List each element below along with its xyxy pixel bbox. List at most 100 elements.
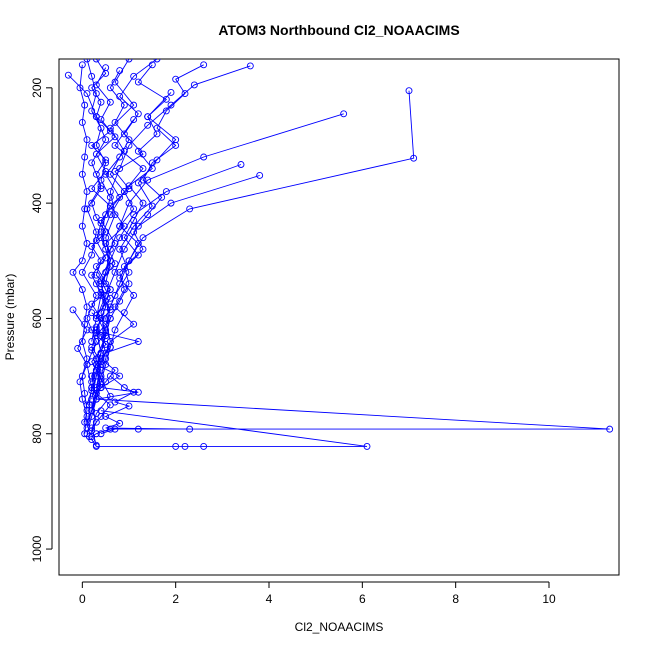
data-point: [111, 133, 119, 141]
data-point: [116, 297, 124, 305]
data-point: [125, 142, 133, 149]
data-point: [111, 78, 119, 86]
data-point: [111, 366, 119, 374]
data-point: [139, 245, 147, 253]
data-point: [92, 323, 100, 331]
data-point: [116, 222, 124, 230]
data-point: [130, 388, 138, 396]
chart-title: ATOM3 Northbound Cl2_NOAACIMS: [218, 22, 459, 38]
data-point: [153, 156, 161, 164]
series-line: [95, 92, 177, 388]
data-point: [97, 124, 105, 132]
data-point: [134, 179, 142, 187]
data-point: [102, 156, 110, 164]
data-point: [116, 153, 124, 161]
data-point: [120, 222, 128, 230]
data-point: [78, 222, 86, 230]
data-point: [134, 251, 142, 259]
x-tick-label: 8: [452, 592, 459, 606]
x-tick-label: 4: [266, 592, 273, 606]
x-axis: 0 2 4 6 8 10: [79, 581, 556, 606]
y-tick-label: 200: [30, 77, 44, 97]
x-tick-label: 10: [542, 592, 556, 606]
data-point: [88, 185, 96, 193]
series-line: [91, 329, 610, 437]
data-point: [172, 75, 180, 83]
series-line: [91, 90, 415, 400]
data-point: [92, 441, 100, 449]
y-tick-label: 600: [30, 308, 44, 328]
data-point: [97, 98, 105, 106]
x-tick-label: 6: [359, 592, 366, 606]
data-point: [92, 418, 100, 426]
data-point: [81, 101, 89, 109]
data-point: [83, 205, 91, 213]
data-point: [102, 254, 110, 262]
series-line: [91, 59, 158, 411]
data-point: [83, 314, 91, 322]
data-point: [102, 136, 110, 144]
data-point: [88, 242, 96, 250]
data-point: [88, 142, 96, 149]
data-point: [64, 71, 72, 79]
data-point: [172, 136, 180, 144]
data-point: [120, 245, 128, 253]
data-point: [186, 425, 194, 433]
data-point: [153, 59, 161, 63]
x-axis-label: Cl2_NOAACIMS: [295, 620, 384, 634]
data-point: [83, 418, 91, 426]
data-point: [172, 442, 180, 450]
data-point: [116, 372, 124, 380]
data-point: [130, 291, 138, 299]
y-axis-label: Pressure (mbar): [3, 274, 17, 361]
data-point: [256, 172, 264, 179]
data-point: [340, 110, 348, 118]
data-point: [97, 116, 105, 123]
data-point: [111, 326, 119, 334]
data-point: [111, 240, 119, 247]
data-point: [130, 101, 138, 109]
series-line: [105, 164, 242, 284]
data-point: [92, 170, 100, 178]
data-point: [125, 185, 133, 193]
profile-series: [97, 372, 194, 438]
data-point: [237, 161, 245, 168]
data-point: [125, 402, 133, 410]
data-point: [88, 346, 96, 354]
data-point: [85, 401, 93, 409]
data-point: [181, 442, 189, 450]
data-point: [102, 64, 110, 72]
data-point: [134, 78, 142, 86]
data-point: [88, 107, 96, 115]
data-point: [162, 107, 170, 115]
data-point: [106, 314, 114, 322]
data-point: [111, 142, 119, 149]
data-point: [106, 392, 114, 400]
x-tick-label: 2: [172, 592, 179, 606]
data-point: [125, 280, 133, 288]
data-point: [120, 263, 128, 271]
data-point: [92, 332, 100, 340]
data-point: [106, 202, 114, 210]
data-point: [130, 320, 138, 328]
data-point: [88, 424, 96, 432]
series-line: [86, 70, 139, 434]
data-point: [88, 309, 96, 317]
data-point: [106, 188, 114, 196]
data-point: [92, 271, 100, 279]
data-point: [81, 205, 89, 213]
data-point: [88, 199, 96, 207]
data-point: [606, 425, 614, 433]
data-point: [120, 234, 128, 242]
data-point: [92, 90, 100, 98]
data-point: [167, 101, 175, 109]
data-point: [102, 329, 110, 337]
data-point: [88, 159, 96, 167]
data-point: [134, 338, 142, 345]
data-point: [125, 199, 133, 207]
data-point: [106, 98, 114, 106]
x-tick-label: 0: [79, 592, 86, 606]
series-layer: [64, 59, 614, 450]
series-line: [91, 410, 368, 447]
